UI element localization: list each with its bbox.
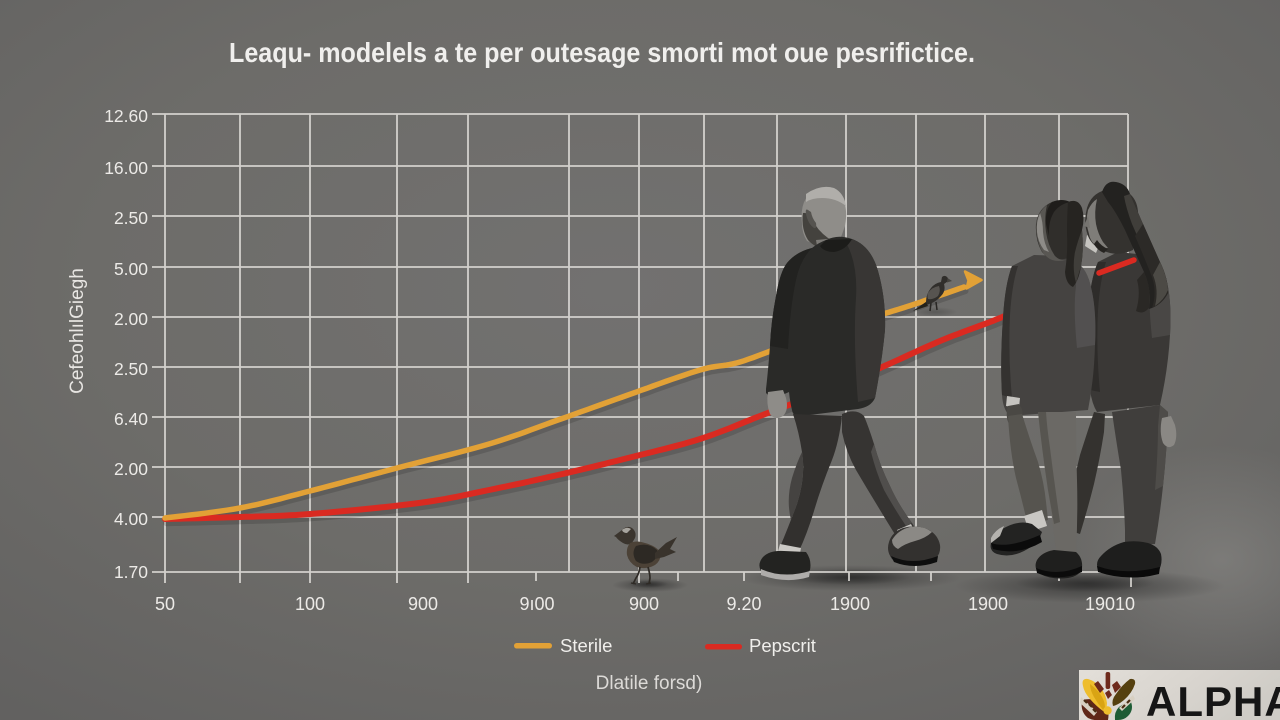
svg-text:2.50: 2.50 [114, 359, 148, 379]
svg-text:900: 900 [408, 594, 438, 614]
svg-text:1900: 1900 [968, 594, 1008, 614]
svg-text:9ı00: 9ı00 [519, 594, 554, 614]
svg-text:19010: 19010 [1085, 594, 1135, 614]
svg-text:Pepscrit: Pepscrit [749, 635, 816, 656]
svg-text:CefeohlılGiegh: CefeohlılGiegh [67, 268, 88, 394]
svg-text:1900: 1900 [830, 594, 870, 614]
svg-text:2.50: 2.50 [114, 208, 148, 228]
svg-text:100: 100 [295, 594, 325, 614]
svg-text:4.00: 4.00 [114, 509, 148, 529]
svg-text:16.00: 16.00 [104, 158, 148, 178]
svg-text:ALPHA: ALPHA [1146, 678, 1280, 720]
svg-text:50: 50 [155, 594, 175, 614]
svg-text:5.00: 5.00 [114, 259, 148, 279]
svg-text:Sterile: Sterile [560, 635, 612, 656]
svg-text:6.40: 6.40 [114, 409, 148, 429]
svg-text:2.00: 2.00 [114, 309, 148, 329]
svg-text:2.00: 2.00 [114, 459, 148, 479]
svg-text:Leaqu- modelels a te per outes: Leaqu- modelels a te per outesage smorti… [229, 37, 975, 68]
svg-text:Dlatile forsd): Dlatile forsd) [596, 673, 703, 694]
svg-text:1.70: 1.70 [114, 562, 148, 582]
svg-text:9.20: 9.20 [726, 594, 761, 614]
svg-text:900: 900 [629, 594, 659, 614]
svg-text:12.60: 12.60 [104, 106, 148, 126]
